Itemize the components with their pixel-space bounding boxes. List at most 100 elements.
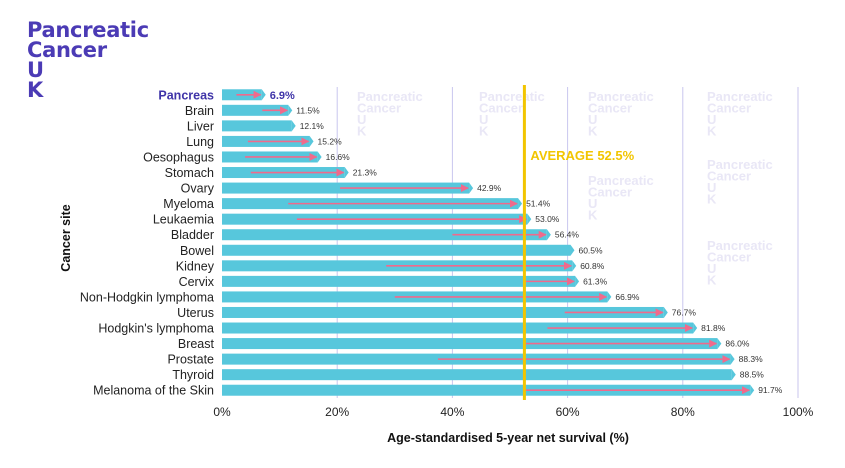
value-label: 53.0% [535, 214, 560, 224]
bar-tip-19 [750, 384, 755, 396]
x-axis-title: Age-standardised 5-year net survival (%) [387, 431, 629, 445]
bar-16 [222, 338, 718, 350]
value-label: 21.3% [353, 168, 378, 178]
watermark-text: K [479, 124, 489, 139]
watermark-text: K [707, 192, 717, 207]
bar-15 [222, 322, 694, 334]
category-label: Lung [186, 135, 214, 149]
bar-tip-17 [730, 353, 735, 365]
category-label: Stomach [165, 166, 214, 180]
bar-9 [222, 229, 547, 241]
watermark-text: Pancreatic [707, 89, 773, 104]
value-label: 86.0% [725, 339, 750, 349]
x-tick-label: 80% [671, 405, 695, 419]
bar-tip-10 [570, 244, 575, 256]
bar-tip-15 [693, 322, 698, 334]
bar-1 [222, 104, 289, 116]
watermark-text: Cancer [357, 101, 401, 116]
value-label: 11.5% [296, 105, 320, 115]
watermark-text: U [357, 112, 366, 127]
watermark-text: Pancreatic [707, 157, 773, 172]
value-label: 42.9% [477, 183, 502, 193]
bar-18 [222, 369, 732, 381]
watermark-text: K [588, 124, 598, 139]
watermark-text: U [707, 261, 716, 276]
x-tick-label: 60% [556, 405, 580, 419]
bar-tip-3 [309, 135, 314, 147]
value-label: 88.3% [739, 354, 764, 364]
logo-line-4: K [27, 78, 43, 102]
value-label: 12.1% [300, 121, 325, 131]
category-label: Pancreas [158, 88, 214, 102]
category-label: Uterus [177, 306, 214, 320]
category-label: Hodgkin's lymphoma [98, 322, 214, 336]
bar-tip-4 [317, 151, 322, 163]
y-axis-title: Cancer site [59, 204, 73, 271]
value-label: 76.7% [672, 307, 697, 317]
watermark-text: Pancreatic [707, 238, 773, 253]
watermark-text: Cancer [479, 101, 523, 116]
watermark-text: U [707, 180, 716, 195]
watermark-layer: PancreaticCancerUKPancreaticCancerUKPanc… [357, 89, 773, 288]
category-label: Brain [185, 104, 214, 118]
bar-tip-9 [546, 229, 551, 241]
category-label: Oesophagus [143, 150, 214, 164]
logo-line-2: Cancer [27, 38, 107, 62]
bar-2 [222, 120, 292, 132]
value-label: 81.8% [701, 323, 726, 333]
value-label: 66.9% [615, 292, 640, 302]
category-label: Bladder [171, 228, 214, 242]
bar-19 [222, 384, 751, 396]
value-label: 60.8% [580, 261, 605, 271]
watermark-text: K [707, 273, 717, 288]
category-label: Melanoma of the Skin [93, 384, 214, 398]
watermark-text: Cancer [707, 250, 751, 265]
watermark-text: K [588, 208, 598, 223]
bar-tip-11 [572, 260, 577, 272]
bar-tip-5 [344, 167, 349, 179]
category-label: Leukaemia [153, 213, 214, 227]
category-label: Non-Hodgkin lymphoma [80, 290, 214, 304]
logo-line-1: Pancreatic [27, 18, 149, 42]
value-label: 61.3% [583, 276, 608, 286]
bar-10 [222, 244, 571, 256]
bar-tip-1 [288, 104, 293, 116]
x-tick-label: 100% [783, 405, 814, 419]
value-label: 60.5% [578, 245, 603, 255]
x-tick-label: 40% [440, 405, 464, 419]
bar-tip-6 [469, 182, 474, 194]
category-label: Ovary [181, 182, 215, 196]
watermark-text: Cancer [707, 169, 751, 184]
watermark-text: Pancreatic [357, 89, 423, 104]
category-label: Thyroid [172, 368, 214, 382]
bar-tip-7 [518, 198, 523, 210]
value-label: 88.5% [740, 370, 765, 380]
watermark-text: Pancreatic [588, 173, 654, 188]
category-label: Breast [178, 337, 215, 351]
value-label: 51.4% [526, 199, 551, 209]
watermark-text: Cancer [588, 185, 632, 200]
watermark-text: U [707, 112, 716, 127]
watermark-text: Pancreatic [588, 89, 654, 104]
watermark-text: U [588, 196, 597, 211]
bar-tip-18 [731, 369, 736, 381]
average-label: AVERAGE 52.5% [530, 148, 634, 163]
x-tick-label: 20% [325, 405, 349, 419]
watermark-text: U [479, 112, 488, 127]
bar-tip-0 [261, 89, 266, 101]
bar-tip-13 [607, 291, 612, 303]
bars [222, 89, 755, 396]
value-label: 91.7% [758, 385, 783, 395]
labels: 0% 20% 40% 60% 80% 100% Pancreas 6.9% Brain 11.5%… [80, 88, 814, 419]
category-label: Kidney [176, 259, 215, 273]
average-layer: AVERAGE 52.5% [522, 85, 635, 400]
bar-tip-12 [575, 275, 580, 287]
value-label: 56.4% [555, 230, 580, 240]
category-label: Prostate [167, 353, 214, 367]
